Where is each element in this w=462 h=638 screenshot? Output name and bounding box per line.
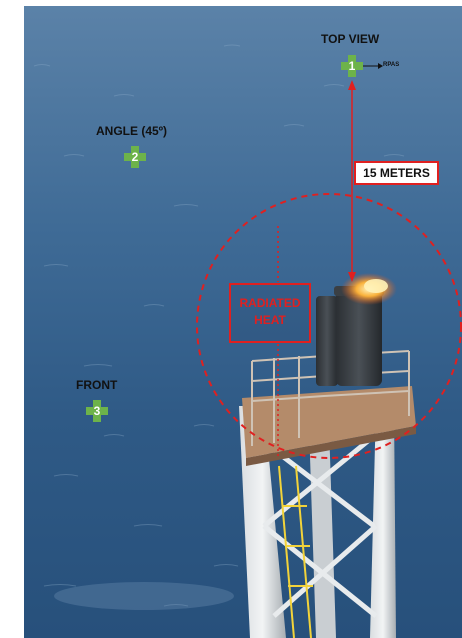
- marker-2-cross-icon: 2: [124, 146, 146, 168]
- marker-1-cross-icon: 1: [341, 55, 363, 77]
- radiated-heat-line-2: HEAT: [254, 313, 286, 327]
- sea-and-flare-illustration: [33, 44, 462, 638]
- sea-waves: [33, 44, 405, 607]
- angle-label: ANGLE (45º): [96, 124, 168, 138]
- rpas-label: RPAS: [383, 62, 400, 68]
- rpas-arrow-icon: [362, 63, 383, 69]
- front-label: FRONT: [76, 378, 118, 392]
- offshore-photo: [24, 6, 462, 638]
- radiated-heat-boundary: [196, 193, 462, 459]
- distance-arrow: [348, 80, 356, 282]
- flare-tower: [239, 286, 416, 638]
- marker-3-cross-icon: 3: [86, 400, 108, 422]
- top-view-label: TOP VIEW: [321, 32, 380, 46]
- radiated-heat-label: RADIATED HEAT: [229, 283, 311, 343]
- radiated-heat-line-1: RADIATED: [239, 296, 301, 310]
- distance-label: 15 METERS: [354, 161, 439, 185]
